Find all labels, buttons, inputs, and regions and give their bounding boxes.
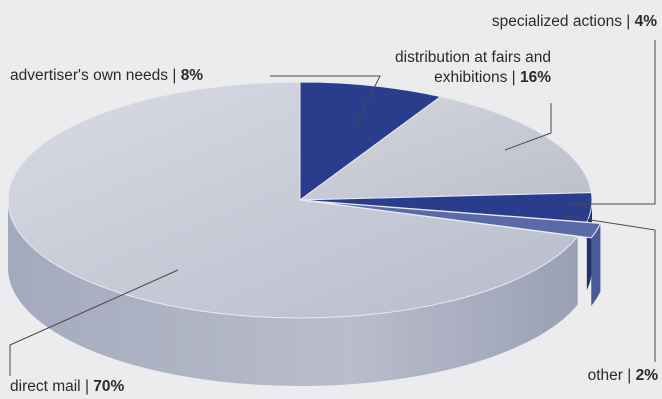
label-name: direct mail [10,378,81,395]
leader-other [564,215,656,362]
label-value: 2% [635,367,658,384]
leader-advertisers-own-needs [270,75,381,125]
label-advertisers-own-needs: advertiser's own needs | 8% [10,67,204,84]
slice-distribution-fairs [298,96,593,201]
label-value: 70% [93,378,125,395]
slice-direct-mail-side [8,200,578,386]
label-name: advertiser's own needs [10,67,169,84]
slice-direct-mail [7,81,579,319]
label-value: 4% [634,13,657,30]
label-value: 16% [519,69,551,86]
label-distribution-fairs: distribution at fairs and exhibitions | … [395,49,551,86]
label-specialized-actions: specialized actions | 4% [491,13,657,30]
label-name-line1: distribution at fairs and [395,49,551,66]
label-name-line2: exhibitions [434,69,508,86]
leader-direct-mail [9,269,179,376]
leader-distribution-fairs [504,103,552,151]
slice-other-side [591,223,601,306]
label-name: specialized actions [491,13,622,30]
slice-other [313,200,602,239]
label-direct-mail: direct mail | 70% [10,378,125,395]
label-name: other [587,367,623,384]
leader-specialized-actions [566,40,656,205]
label-value: 8% [180,67,204,84]
label-other: other | 2% [587,367,658,384]
slice-advertisers-own-needs [299,81,442,201]
